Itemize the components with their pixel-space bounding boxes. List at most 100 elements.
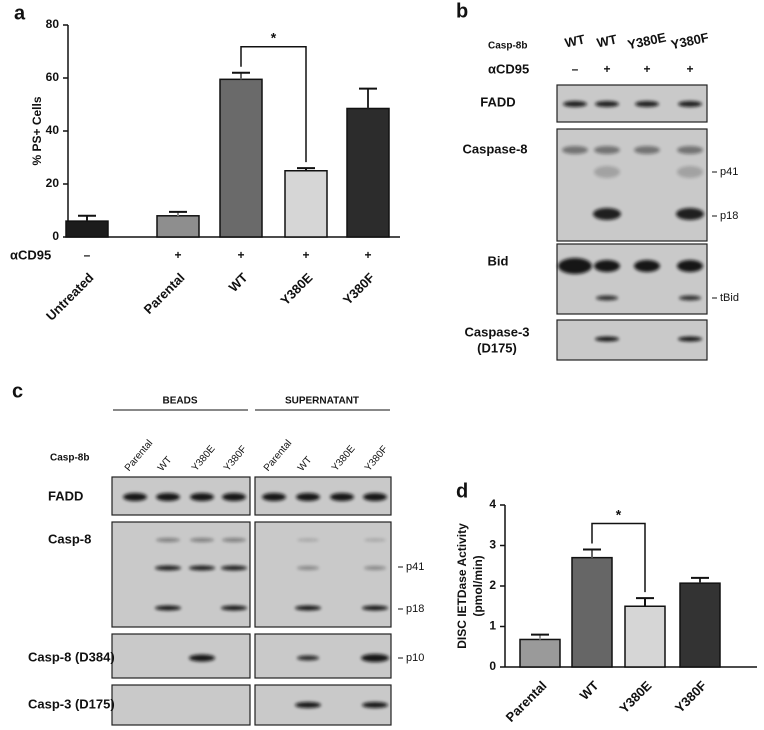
panel-letter: a — [14, 2, 26, 24]
row-label: Caspase-8 — [462, 141, 527, 156]
row-label: Casp-8 — [48, 531, 91, 546]
y-tick-label: 60 — [46, 70, 60, 84]
x-tick-label: Untreated — [43, 270, 97, 324]
blot-box — [111, 633, 251, 679]
y-axis-label: % PS+ Cells — [30, 96, 44, 165]
row-label: Casp-3 (D175) — [28, 696, 115, 711]
panel-letter: b — [456, 0, 468, 22]
treatment-sign: + — [603, 62, 610, 76]
blot-band — [634, 260, 660, 272]
blot-band — [155, 605, 181, 611]
blot-band — [190, 538, 214, 542]
treatment-sign: – — [572, 62, 579, 76]
lane-label: WT — [296, 455, 314, 474]
row-label: FADD — [480, 94, 515, 109]
y-axis-label: (pmol/min) — [471, 555, 485, 616]
blot-band — [361, 654, 389, 662]
lane-label: Parental — [123, 438, 155, 474]
y-tick-label: 0 — [489, 659, 496, 673]
blot-band — [563, 101, 587, 107]
y-tick-label: 40 — [46, 123, 60, 137]
treatment-sign: + — [174, 248, 181, 262]
bar — [156, 215, 200, 238]
bar — [571, 556, 613, 668]
blot-band — [562, 146, 588, 154]
treatment-sign: + — [686, 62, 693, 76]
blot-band — [362, 702, 388, 708]
x-tick-label: Y380E — [616, 678, 654, 716]
blot-band — [676, 208, 704, 220]
x-tick-label: Y380F — [672, 678, 710, 716]
significance-bracket — [591, 522, 646, 593]
lane-label: Y380F — [222, 444, 249, 474]
blot-band — [679, 295, 701, 301]
x-tick-label: Parental — [141, 270, 188, 317]
bar — [219, 78, 263, 238]
blot-band — [190, 493, 214, 501]
blot-band — [156, 538, 180, 542]
blot-band — [364, 566, 386, 570]
lane-label: Y380E — [626, 30, 668, 53]
row-label: (D175) — [477, 340, 517, 355]
lane-label: WT — [595, 32, 618, 51]
blot-band — [123, 493, 147, 501]
blot-band — [363, 493, 387, 501]
marker-label: p18 — [406, 603, 424, 615]
y-tick-label: 20 — [46, 176, 60, 190]
blot-band — [634, 146, 660, 154]
blot-band — [593, 208, 621, 220]
blot-band — [677, 166, 703, 178]
lane-label: WT — [563, 32, 586, 51]
blot-band — [594, 260, 620, 272]
blot-box — [111, 684, 251, 726]
blot-band — [678, 101, 702, 107]
lane-header-label: Casp-8b — [488, 41, 527, 52]
blot-band — [594, 146, 620, 154]
treatment-sign: + — [643, 62, 650, 76]
blot-band — [596, 295, 618, 301]
blot-band — [221, 565, 247, 571]
blot-band — [295, 605, 321, 611]
significance-label: * — [271, 29, 277, 45]
lane-label: Y380F — [363, 444, 390, 474]
blot-band — [296, 493, 320, 501]
blot-band — [189, 565, 215, 571]
significance-label: * — [616, 506, 622, 522]
blot-box — [556, 243, 708, 315]
blot-band — [595, 336, 619, 342]
lane-label: Y380E — [190, 443, 218, 473]
treatment-sign: + — [364, 248, 371, 262]
x-tick-label: Y380F — [340, 270, 378, 308]
x-tick-label: WT — [577, 678, 602, 703]
y-tick-label: 80 — [46, 17, 60, 31]
marker-label: p41 — [720, 166, 738, 178]
lane-label: Y380F — [669, 30, 710, 53]
blot-band — [262, 493, 286, 501]
blot-band — [595, 101, 619, 107]
blot-box — [254, 521, 392, 628]
x-tick-label: Y380E — [277, 270, 315, 308]
blot-band — [189, 654, 215, 662]
bar — [65, 220, 109, 238]
bar — [624, 605, 666, 668]
blot-band — [635, 101, 659, 107]
x-tick-label: WT — [226, 270, 251, 295]
blot-band — [297, 566, 319, 570]
treatment-label: αCD95 — [488, 61, 529, 76]
marker-label: p10 — [406, 652, 424, 664]
blot-box — [111, 521, 251, 628]
y-axis-label: DISC IETDase Activity — [455, 523, 469, 649]
blot-band — [222, 538, 246, 542]
y-tick-label: 4 — [489, 497, 496, 511]
marker-label: tBid — [720, 292, 739, 304]
row-label: Bid — [488, 253, 509, 268]
blot-band — [156, 493, 180, 501]
marker-label: p18 — [720, 210, 738, 222]
marker-label: p41 — [406, 561, 424, 573]
group-label: BEADS — [162, 396, 197, 407]
bar — [679, 582, 721, 668]
blot-band — [295, 702, 321, 708]
blot-band — [330, 493, 354, 501]
y-tick-label: 0 — [52, 229, 59, 243]
